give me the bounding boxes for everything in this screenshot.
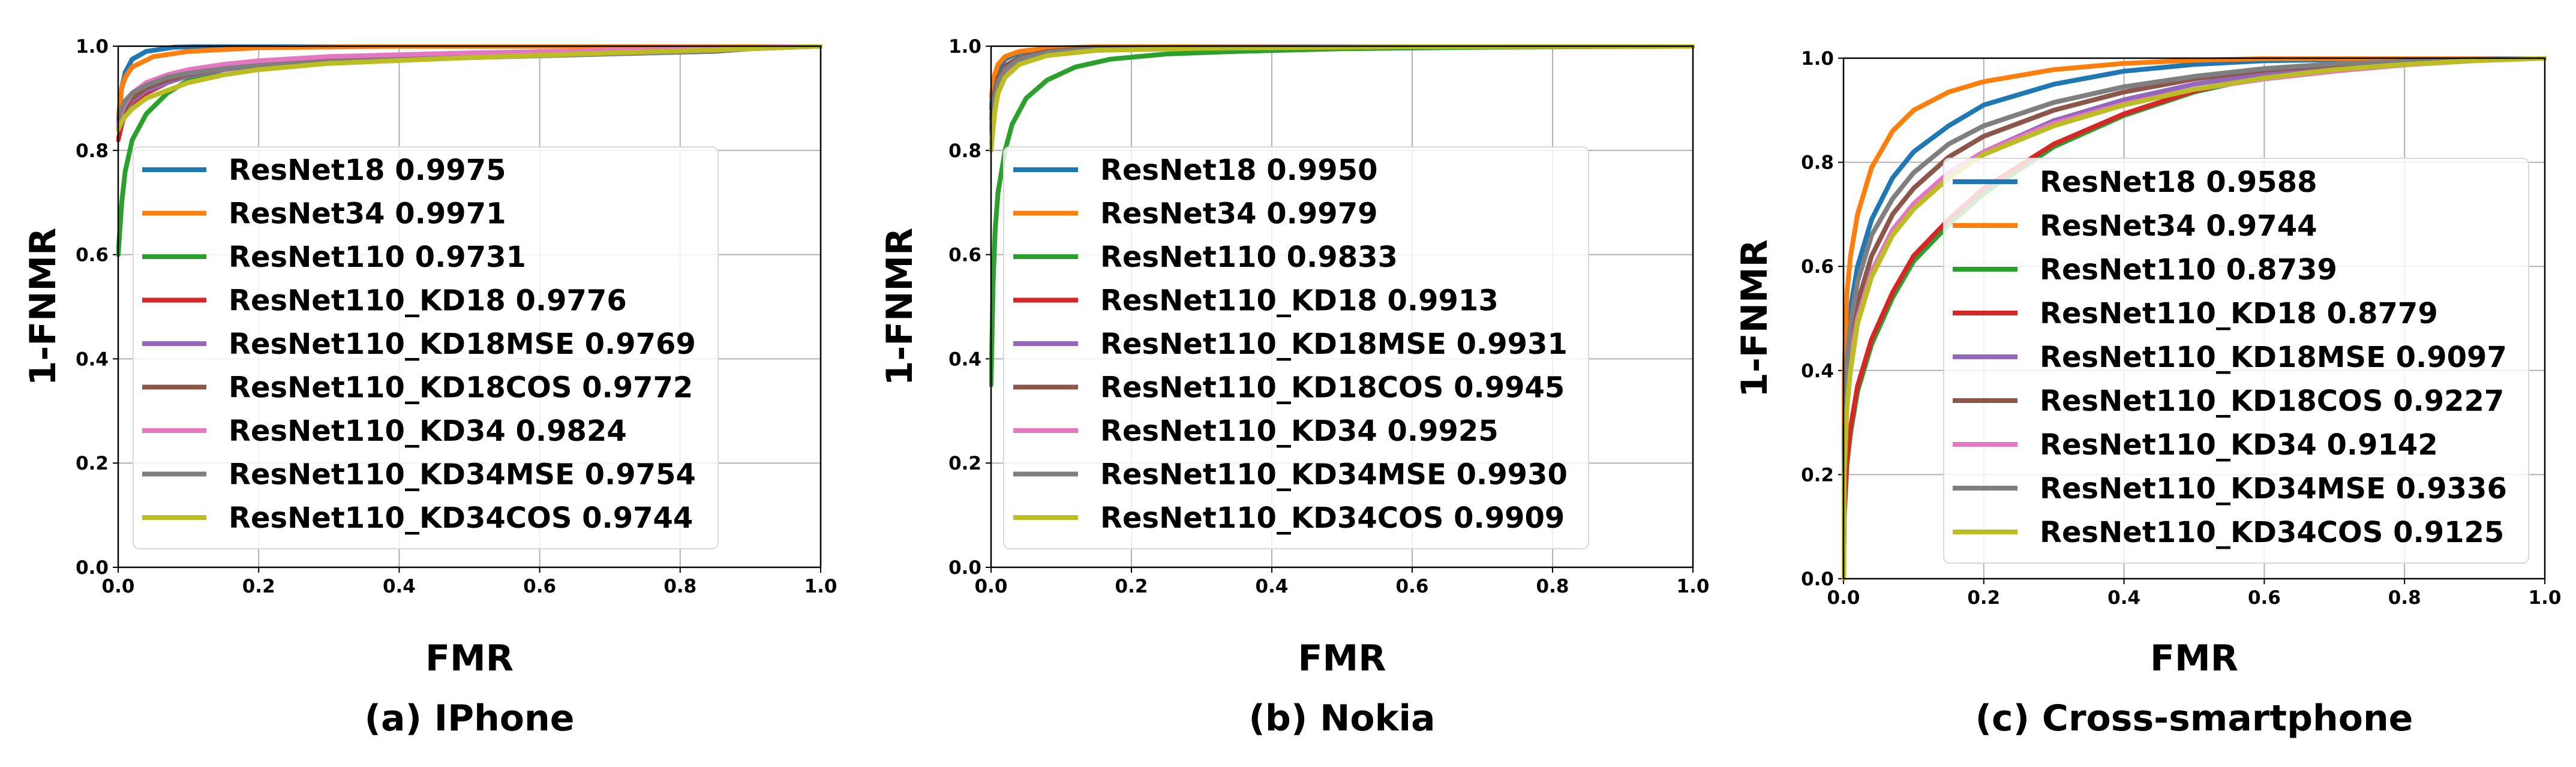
- y-tick-label: 0.0: [76, 557, 109, 579]
- x-tick-label: 0.6: [1396, 576, 1429, 597]
- y-tick-label: 0.4: [76, 348, 109, 370]
- y-tick-label: 1.0: [1801, 48, 1834, 70]
- x-axis-label: FMR: [1298, 637, 1386, 679]
- legend-label: ResNet110_KD34 0.9824: [229, 414, 627, 448]
- y-tick-label: 0.8: [76, 140, 109, 162]
- panel-caption: (c) Cross-smartphone: [1975, 697, 2413, 739]
- x-tick-label: 0.2: [1115, 576, 1148, 597]
- y-tick-label: 0.8: [1801, 152, 1834, 174]
- x-axis-label: FMR: [2150, 637, 2238, 679]
- legend-label: ResNet110 0.9833: [1100, 240, 1398, 274]
- series-line-9: [116, 44, 822, 132]
- legend-label: ResNet110_KD18COS 0.9945: [1100, 371, 1565, 405]
- legend-label: ResNet110_KD18MSE 0.9769: [229, 327, 696, 361]
- legend-label: ResNet110_KD34MSE 0.9336: [2040, 472, 2507, 506]
- legend-label: ResNet18 0.9950: [1100, 154, 1378, 187]
- legend-label: ResNet18 0.9975: [229, 154, 506, 187]
- legend-box: [1003, 146, 1589, 549]
- legend-label: ResNet110 0.9731: [229, 240, 526, 274]
- y-tick-label: 0.6: [76, 245, 109, 266]
- legend-label: ResNet110_KD34COS 0.9909: [1100, 501, 1565, 535]
- series-line-9: [989, 44, 1695, 153]
- x-tick-label: 0.8: [663, 576, 696, 597]
- legend-label: ResNet34 0.9979: [1100, 197, 1378, 231]
- legend-label: ResNet110 0.8739: [2040, 253, 2337, 287]
- y-tick-label: 0.6: [948, 245, 981, 266]
- x-tick-label: 0.8: [1536, 576, 1569, 597]
- x-axis-label: FMR: [425, 637, 514, 679]
- y-axis-label: 1-FNMR: [1734, 239, 1776, 398]
- legend-box: [1943, 158, 2529, 564]
- y-tick-label: 1.0: [76, 36, 109, 58]
- y-axis-label: 1-FNMR: [22, 228, 64, 386]
- x-tick-label: 0.2: [1967, 587, 2000, 609]
- legend: ResNet18 0.9950 ResNet34 0.9979 ResNet110 …: [1003, 146, 1589, 549]
- y-tick-label: 0.8: [948, 140, 981, 162]
- y-tick-label: 0.6: [1801, 256, 1834, 278]
- x-tick-label: 1.0: [1677, 576, 1710, 597]
- x-tick-label: 0.0: [102, 576, 135, 597]
- x-tick-label: 1.0: [2529, 587, 2562, 609]
- y-tick-label: 0.2: [76, 453, 109, 474]
- axes-frame: [117, 45, 822, 569]
- x-tick-label: 0.0: [975, 576, 1008, 597]
- legend-label: ResNet110_KD18 0.8779: [2040, 297, 2438, 330]
- legend-label: ResNet110_KD34 0.9925: [1100, 414, 1499, 448]
- legend-label: ResNet110_KD18COS 0.9227: [2040, 384, 2504, 418]
- legend-label: ResNet18 0.9588: [2040, 166, 2317, 199]
- chart-panel-2: 0.0 0.2 0.4 0.6 0.8 1.0 0.0 0.2 0.4 0.6 0.8 1.0 ResN…: [879, 36, 1709, 739]
- y-tick-label: 0.0: [1801, 569, 1834, 590]
- legend-label: ResNet110_KD34COS 0.9125: [2040, 516, 2504, 549]
- legend: ResNet18 0.9975 ResNet34 0.9971 ResNet110 …: [133, 146, 719, 549]
- panel-caption: (a) IPhone: [365, 697, 575, 739]
- y-tick-label: 0.0: [948, 557, 981, 579]
- legend-box: [133, 146, 719, 549]
- y-tick-label: 0.4: [948, 348, 981, 370]
- legend-label: ResNet34 0.9971: [229, 197, 506, 231]
- x-tick-label: 0.6: [523, 576, 556, 597]
- legend-label: ResNet110_KD34MSE 0.9930: [1100, 458, 1568, 492]
- x-tick-label: 0.4: [1256, 576, 1289, 597]
- legend-label: ResNet110_KD34 0.9142: [2040, 428, 2438, 462]
- series-line-8: [1842, 56, 2547, 580]
- legend-label: ResNet34 0.9744: [2040, 209, 2317, 243]
- y-tick-label: 0.2: [948, 453, 981, 474]
- chart-panel-1: 0.0 0.2 0.4 0.6 0.8 1.0 0.0 0.2 0.4 0.6 0.8 1.0 ResN…: [22, 36, 837, 739]
- legend-label: ResNet110_KD34MSE 0.9754: [229, 458, 696, 492]
- legend-label: ResNet110_KD18 0.9913: [1100, 284, 1499, 318]
- x-tick-label: 0.4: [383, 576, 416, 597]
- legend-label: ResNet110_KD18COS 0.9772: [229, 371, 693, 405]
- legend-label: ResNet110_KD34COS 0.9744: [229, 501, 693, 535]
- legend-label: ResNet110_KD18MSE 0.9931: [1100, 327, 1568, 361]
- x-tick-label: 0.4: [2107, 587, 2140, 609]
- chart-panel-3: 0.0 0.2 0.4 0.6 0.8 1.0 0.0 0.2 0.4 0.6 0.8 1.0 ResN…: [1734, 48, 2561, 739]
- y-axis-label: 1-FNMR: [879, 228, 921, 386]
- x-tick-label: 0.6: [2248, 587, 2281, 609]
- series-line-2: [1842, 56, 2547, 580]
- legend-label: ResNet110_KD18 0.9776: [229, 284, 627, 318]
- legend: ResNet18 0.9588 ResNet34 0.9744 ResNet110 …: [1943, 158, 2529, 564]
- x-tick-label: 0.8: [2388, 587, 2421, 609]
- y-tick-label: 0.2: [1801, 464, 1834, 486]
- y-tick-label: 1.0: [948, 36, 981, 58]
- legend-label: ResNet110_KD18MSE 0.9097: [2040, 341, 2507, 374]
- x-tick-label: 0.2: [242, 576, 275, 597]
- x-tick-label: 0.0: [1827, 587, 1860, 609]
- axes-frame: [990, 45, 1694, 569]
- x-tick-label: 1.0: [804, 576, 837, 597]
- panel-caption: (b) Nokia: [1248, 697, 1435, 739]
- axes-frame: [1842, 57, 2546, 580]
- y-tick-label: 0.4: [1801, 360, 1834, 382]
